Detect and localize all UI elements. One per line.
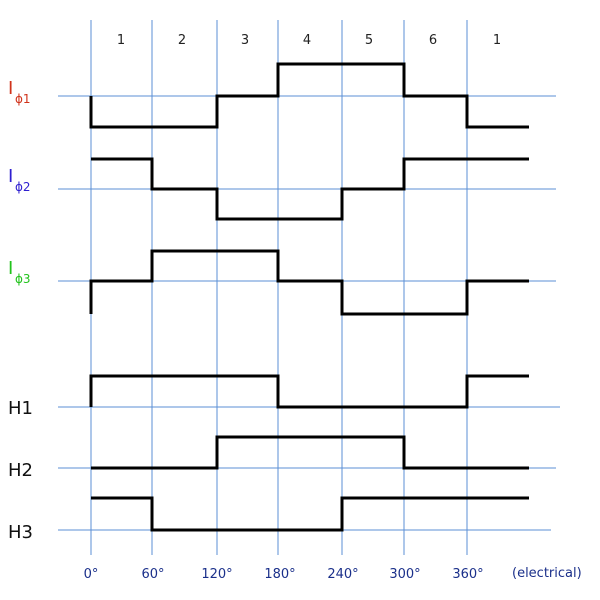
hall-label-h3: H3 bbox=[8, 522, 33, 543]
segment-label: 2 bbox=[178, 33, 186, 48]
hall-h2-trace bbox=[91, 435, 529, 470]
angle-label: 120° bbox=[201, 567, 232, 582]
phase-label-3: I ϕ3 bbox=[8, 258, 31, 286]
hall-h3-trace bbox=[91, 496, 529, 532]
angle-label: 0° bbox=[84, 567, 99, 582]
grid-lines bbox=[58, 20, 560, 555]
phase-label-main: I bbox=[8, 166, 13, 187]
phase-label-sub: ϕ1 bbox=[15, 92, 31, 106]
angle-label: 240° bbox=[327, 567, 358, 582]
phase-2-trace bbox=[91, 157, 529, 221]
angle-label: 360° bbox=[452, 567, 483, 582]
hall-label-h2: H2 bbox=[8, 460, 33, 481]
angle-labels: 0° 60° 120° 180° 240° 300° 360° bbox=[84, 567, 484, 582]
angle-label: 180° bbox=[264, 567, 295, 582]
hall-label-h1: H1 bbox=[8, 398, 33, 419]
phase-label-1: I ϕ1 bbox=[8, 78, 31, 106]
phase-label-sub: ϕ3 bbox=[15, 272, 31, 286]
segment-label: 1 bbox=[493, 33, 501, 48]
angle-label: 60° bbox=[141, 567, 164, 582]
segment-label: 3 bbox=[241, 33, 249, 48]
segment-label: 5 bbox=[365, 33, 373, 48]
segment-label: 6 bbox=[429, 33, 437, 48]
unit-label: (electrical) bbox=[512, 566, 582, 581]
phase-1-trace bbox=[89, 62, 529, 129]
angle-label: 300° bbox=[389, 567, 420, 582]
phase-3-trace bbox=[89, 249, 529, 316]
segment-labels: 1 2 3 4 5 6 1 bbox=[117, 33, 501, 48]
phase-label-main: I bbox=[8, 258, 13, 279]
hall-h1-trace bbox=[89, 374, 529, 409]
phase-label-sub: ϕ2 bbox=[15, 180, 31, 194]
phase-label-main: I bbox=[8, 78, 13, 99]
segment-label: 4 bbox=[303, 33, 311, 48]
segment-label: 1 bbox=[117, 33, 125, 48]
waveforms bbox=[89, 62, 529, 532]
phase-label-2: I ϕ2 bbox=[8, 166, 31, 194]
